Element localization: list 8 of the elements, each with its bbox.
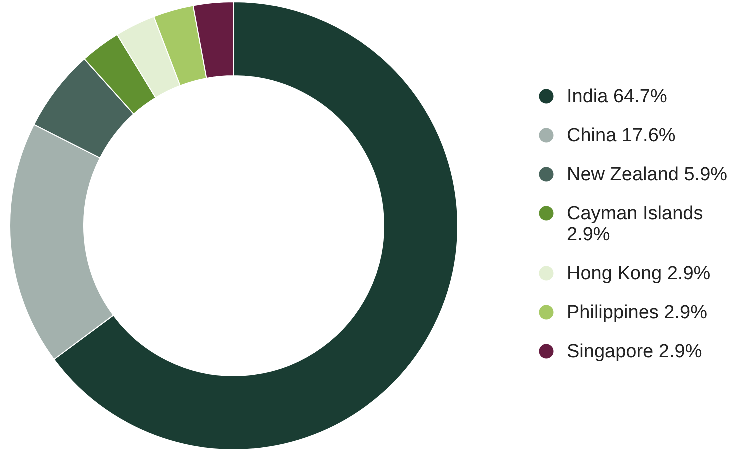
legend-label: Cayman Islands <box>567 204 704 224</box>
legend-label: India 64.7% <box>567 86 668 108</box>
legend-label: Hong Kong 2.9% <box>567 264 711 284</box>
legend-label: China 17.6% <box>567 126 676 146</box>
data-label: 2.9% <box>567 224 610 246</box>
legend-label: New Zealand 5.9% <box>567 164 728 186</box>
legend-label: Philippines 2.9% <box>567 302 708 324</box>
legend-label: Singapore 2.9% <box>567 342 702 362</box>
